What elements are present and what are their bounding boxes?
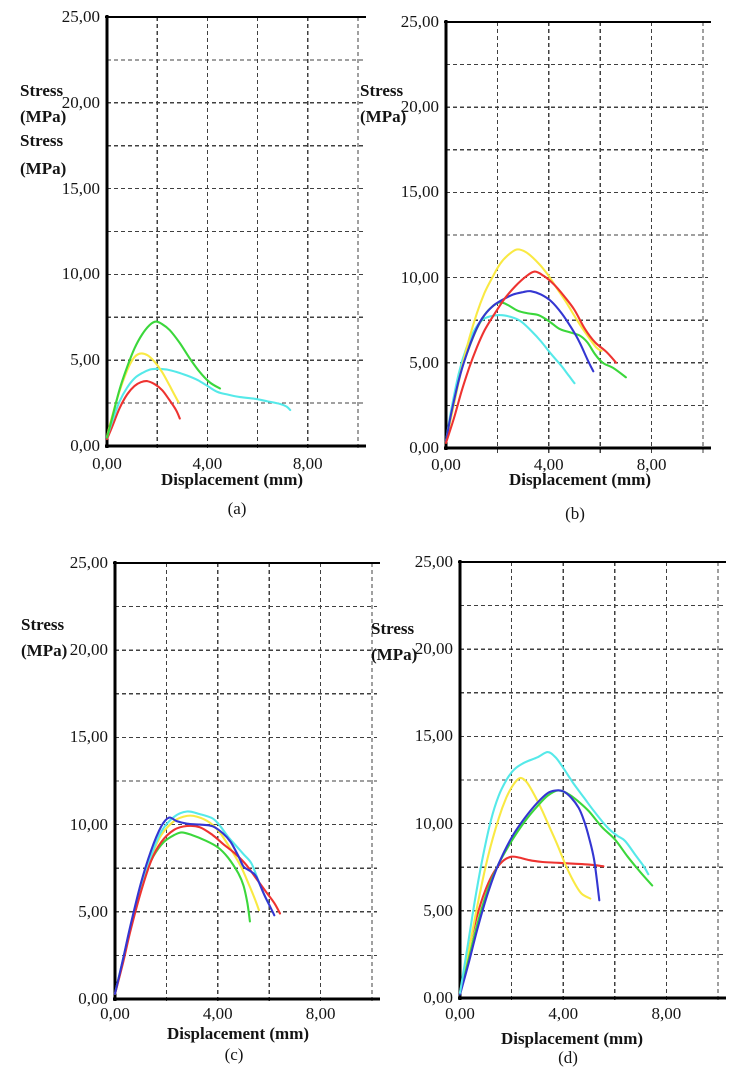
y-tick-label: 25,00: [414, 552, 453, 571]
series-green-line: [458, 789, 654, 996]
series-blue-line: [458, 789, 601, 996]
y-tick-label: 25,00: [61, 7, 100, 26]
y-tick-label: 0,00: [409, 438, 439, 457]
x-tick-label: 4,00: [533, 455, 564, 474]
y-tick-label: 0,00: [78, 989, 108, 1008]
x-tick-label: 4,00: [548, 1004, 579, 1023]
y-axis-title: (MPa): [360, 107, 407, 126]
y-tick-label: 20,00: [414, 639, 453, 659]
plot-area-c: [113, 561, 380, 1004]
y-tick-label: 10,00: [61, 264, 100, 284]
x-tick-label: 4,00: [202, 1004, 233, 1023]
x-tick-label: 4,00: [192, 454, 223, 473]
y-axis-title: (MPa): [21, 641, 68, 660]
y-tick-label: 5,00: [78, 901, 108, 921]
x-tick-label: 8,00: [292, 454, 323, 473]
y-tick-label: 15,00: [69, 727, 108, 747]
y-tick-label: 0,00: [423, 988, 453, 1007]
x-tick-label: 0,00: [92, 454, 122, 473]
y-tick-label: 5,00: [423, 900, 453, 920]
y-tick-label: 20,00: [61, 92, 100, 112]
x-axis-title: Displacement (mm): [160, 470, 304, 489]
series-blue-line: [444, 290, 595, 443]
y-tick-label: 15,00: [61, 178, 100, 198]
y-tick-label: 25,00: [69, 553, 108, 572]
y-axis-title: Stress: [371, 619, 415, 638]
x-tick-label: 0,00: [445, 1004, 475, 1023]
x-axis-title: Displacement (mm): [508, 470, 652, 489]
y-axis-title: Stress: [21, 615, 65, 634]
chart-caption: (d): [558, 1048, 578, 1067]
y-tick-label: 5,00: [70, 350, 100, 370]
plot-area-b: [444, 20, 711, 453]
y-tick-label: 15,00: [400, 182, 439, 202]
x-tick-label: 8,00: [636, 455, 667, 474]
y-axis-title: (MPa): [371, 645, 418, 664]
series-red-line: [105, 379, 181, 441]
y-tick-label: 5,00: [409, 352, 439, 372]
series-yellow-line: [444, 248, 603, 443]
y-tick-label: 10,00: [69, 814, 108, 834]
y-tick-label: 20,00: [69, 640, 108, 660]
x-tick-label: 0,00: [431, 455, 461, 474]
y-tick-label: 0,00: [70, 436, 100, 455]
x-axis-title: Displacement (mm): [166, 1024, 310, 1043]
series-cyan-line: [105, 367, 292, 439]
series-red-line: [113, 824, 282, 995]
y-tick-label: 15,00: [414, 726, 453, 746]
y-axis-title: Stress: [20, 131, 64, 150]
series-blue-line: [113, 816, 276, 995]
y-axis-title: (MPa): [20, 159, 67, 178]
x-axis-title: Displacement (mm): [500, 1029, 644, 1048]
x-tick-label: 8,00: [305, 1004, 336, 1023]
series-cyan-line: [458, 751, 650, 994]
series-yellow-line: [458, 776, 592, 994]
y-tick-label: 25,00: [400, 12, 439, 31]
series-red-line: [458, 855, 605, 994]
y-axis-title: (MPa): [20, 107, 67, 126]
plot-area-a: [105, 15, 366, 451]
y-tick-label: 20,00: [400, 97, 439, 117]
chart-caption: (a): [227, 499, 247, 518]
plot-area-d: [458, 560, 726, 1003]
series-green-line: [105, 320, 222, 439]
series-red-line: [444, 270, 618, 444]
y-axis-title: Stress: [360, 81, 404, 100]
chart-caption: (c): [224, 1045, 244, 1064]
y-tick-label: 10,00: [400, 267, 439, 287]
series-cyan-line: [444, 314, 576, 443]
y-tick-label: 10,00: [414, 813, 453, 833]
y-axis-title: Stress: [20, 81, 64, 100]
x-tick-label: 0,00: [100, 1004, 130, 1023]
chart-caption: (b): [565, 504, 585, 523]
x-tick-label: 8,00: [651, 1004, 682, 1023]
